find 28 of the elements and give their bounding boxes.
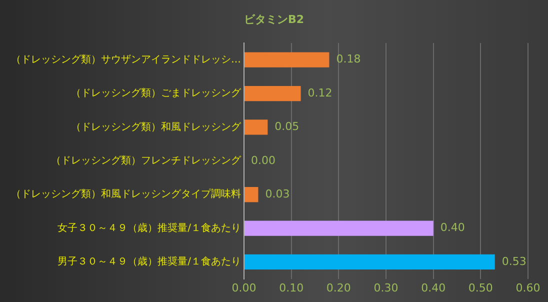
x-tick-label: 0.10 xyxy=(279,281,304,294)
y-tick-label: 女子３０～４９（歳）推奨量/１食あたり xyxy=(58,222,241,234)
chart-title: ビタミンB2 xyxy=(242,12,306,27)
x-tick-label: 0.40 xyxy=(421,281,446,294)
x-tick-label: 0.30 xyxy=(374,281,398,294)
y-tick-label: （ドレッシング類）サウザンアイランドドレッシ… xyxy=(11,53,241,66)
x-tick-label: 0.20 xyxy=(326,281,351,294)
y-tick-label: （ドレッシング類）フレンチドレッシング xyxy=(51,154,242,166)
bar xyxy=(244,86,301,102)
y-tick-label: （ドレッシング類）ごまドレッシング xyxy=(71,87,242,100)
x-tick-label: 0.60 xyxy=(516,281,540,294)
x-tick-label: 0.50 xyxy=(468,281,493,294)
data-label: 0.18 xyxy=(336,52,361,66)
bar xyxy=(244,220,434,236)
y-tick-label: （ドレッシング類）和風ドレッシングタイプ調味料 xyxy=(11,188,241,200)
bar xyxy=(244,187,258,202)
data-label: 0.12 xyxy=(308,86,332,100)
data-label: 0.00 xyxy=(251,154,276,167)
bar xyxy=(244,120,268,135)
data-label: 0.05 xyxy=(274,120,300,134)
data-label: 0.40 xyxy=(440,221,465,234)
bar xyxy=(244,254,495,270)
y-tick-label: 男子３０～４９（歳）推奨量/１食あたり xyxy=(58,256,241,268)
y-tick-label: （ドレッシング類）和風ドレッシング xyxy=(71,120,242,133)
data-label: 0.53 xyxy=(502,254,526,268)
bar xyxy=(244,52,330,68)
data-label: 0.03 xyxy=(265,187,290,200)
x-tick-label: 0.00 xyxy=(232,281,256,294)
